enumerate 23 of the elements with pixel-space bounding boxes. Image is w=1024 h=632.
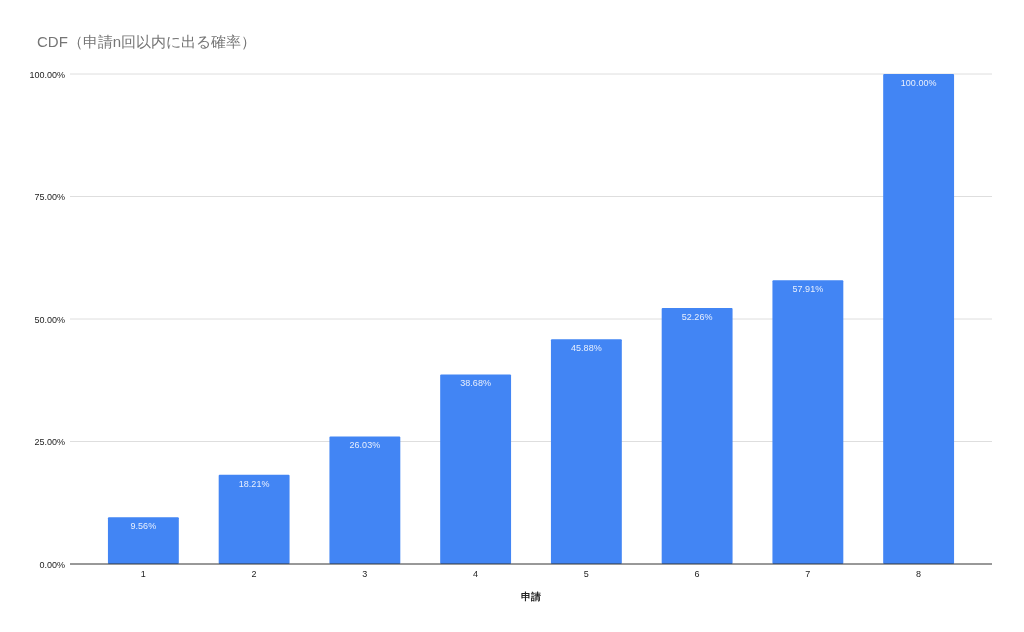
x-axis-title: 申請 [521,591,541,602]
chart-title: CDF（申請n回以内に出る確率） [37,33,257,50]
y-tick-label: 0.00% [39,559,65,570]
x-tick-label: 7 [805,569,811,579]
y-tick-label: 100.00% [29,69,65,80]
data-label: 26.03% [349,440,381,451]
data-label: 45.88% [571,343,602,354]
x-tick-label: 5 [583,569,589,579]
x-tick-label: 4 [473,569,479,579]
x-tick-label: 8 [916,569,922,579]
data-label: 52.26% [681,311,713,322]
x-tick-label: 3 [362,569,368,579]
x-tick-label: 6 [694,569,700,579]
y-tick-label: 50.00% [34,314,65,325]
data-label: 57.91% [792,284,824,295]
y-tick-label: 75.00% [34,192,65,202]
x-tick-label: 1 [140,569,146,579]
data-label: 38.68% [460,378,491,389]
data-label: 18.21% [238,478,270,489]
y-tick-label: 25.00% [34,437,65,447]
data-label: 9.56% [130,521,157,532]
x-tick-label: 2 [251,569,257,579]
data-label: 100.00% [900,78,937,88]
